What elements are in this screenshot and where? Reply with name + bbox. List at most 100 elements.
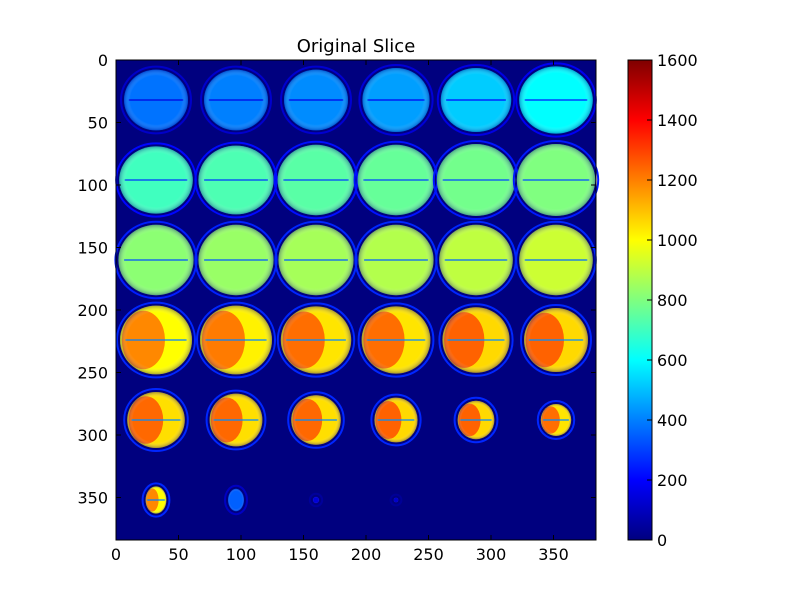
y-tick-label: 150 [77,239,108,258]
slice-edge-shade [291,395,341,445]
slice-tile [280,65,352,135]
y-tick-label: 200 [77,301,108,320]
slice-edge-shade [440,68,512,132]
slice-edge-shade [120,305,192,375]
colorbar: 0 200 400 600 800 1000 1200 1400 1600 [627,51,698,550]
slice-edge-shade [209,393,263,447]
x-axis: 0 50 100 150 200 250 300 350 [111,60,569,564]
slice-tile [115,142,197,218]
slice-tile [436,64,516,136]
slice-edge-shade [284,69,348,131]
slice-tile [276,302,356,378]
colorbar-tick-label: 600 [657,351,688,370]
slice-tile [120,65,192,135]
slice-tile [123,388,189,452]
skull-ring [123,388,189,452]
slice-edge-shade [362,68,430,132]
slice-edge-shade [519,66,593,134]
x-tick-label: 200 [351,545,382,564]
slice-edge-shade [204,69,268,131]
slice-edge-shade [198,145,274,215]
slice-edge-shade [358,224,434,296]
slice-tile [432,140,520,220]
slice-edge-shade [524,308,588,372]
slice-tile [520,304,592,376]
skull-ring [224,484,248,516]
slice-edge-shade [200,305,272,375]
slice-edge-shade [278,224,354,296]
slice-edge-shade [119,146,193,214]
slice-tile [370,393,422,447]
skull-ring [116,301,196,379]
y-tick-label: 100 [77,176,108,195]
slice-tile [194,220,278,300]
slice-edge-shade [280,306,352,374]
slice-edge-shade [439,224,513,296]
skull-ring [536,400,576,440]
heatmap-background [116,60,596,540]
slice-tile [358,64,434,136]
y-tick-label: 250 [77,364,108,383]
slice-tile [287,391,345,449]
slice-edge-shade [124,69,188,131]
y-tick-label: 300 [77,426,108,445]
slice-tile [389,493,403,507]
skull-ring [453,396,499,444]
slice-edge-shade [436,144,516,216]
slice-edge-shade [516,144,596,216]
x-tick-label: 50 [168,545,188,564]
slice-tile [435,220,517,300]
skull-ring [205,389,267,451]
slice-edge-shade [312,496,320,504]
slice-tile [515,62,597,138]
y-axis: 0 50 100 150 200 250 300 350 [77,51,596,508]
slice-edge-shade [519,224,593,296]
skull-ring [196,301,276,379]
colorbar-tick-label: 200 [657,471,688,490]
slice-tile [512,140,600,220]
skull-ring [358,64,434,136]
skull-ring [438,303,514,377]
slice-tile [357,302,435,378]
x-tick-label: 150 [288,545,319,564]
skull-ring [370,393,422,447]
slice-edge-shade [540,404,572,436]
slice-tile [354,220,438,300]
slice-tile [438,303,514,377]
skull-ring [280,65,352,135]
slice-edge-shade [277,144,355,216]
heatmap-plot-area [114,59,600,541]
x-tick-label: 0 [111,545,121,564]
y-tick-label: 350 [77,489,108,508]
slice-tile [353,140,439,220]
skull-ring [274,220,358,300]
x-tick-label: 100 [226,545,257,564]
y-tick-label: 0 [98,51,108,70]
slice-tile [116,301,196,379]
colorbar-tick-label: 1000 [657,231,698,250]
slice-edge-shade [361,306,431,374]
slice-tile [273,140,359,220]
x-tick-label: 350 [538,545,569,564]
skull-ring [308,492,324,508]
slice-edge-shade [442,307,510,373]
slice-tile [274,220,358,300]
skull-ring [287,391,345,449]
slice-edge-shade [393,497,399,503]
skull-ring [273,140,359,220]
x-tick-label: 300 [476,545,507,564]
skull-ring [141,482,171,518]
slice-tile [205,389,267,451]
slice-tile [194,141,278,219]
slice-edge-shade [118,224,194,296]
slice-edge-shade [228,488,244,512]
slice-tile [114,220,198,300]
skull-ring [194,220,278,300]
slice-tile [308,492,324,508]
colorbar-tick-label: 1400 [657,111,698,130]
slice-edge-shade [198,224,274,296]
y-tick-label: 50 [88,114,108,133]
slice-tile [200,65,272,135]
skull-ring [200,65,272,135]
